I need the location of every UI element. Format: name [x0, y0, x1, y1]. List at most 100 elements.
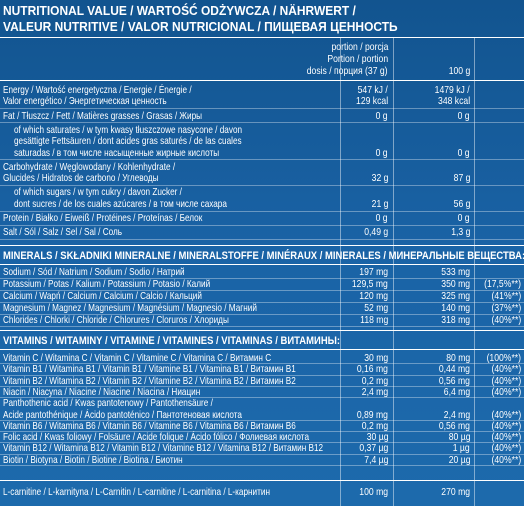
divider [0, 326, 524, 327]
row-label: of which sugars / w tym cukry / davon Zu… [14, 186, 182, 199]
value: 1 µg [453, 442, 470, 455]
value: 21 g [371, 197, 388, 210]
row-label: Acide pantothénique / Ácido pantoténico … [3, 408, 242, 421]
value: 533 mg [441, 266, 470, 278]
value: 0,56 mg [438, 419, 470, 432]
column-header: Portion / portion [327, 53, 388, 65]
divider [0, 442, 524, 444]
row-label: Valor energético / Энергетическая ценнос… [3, 95, 167, 108]
row-label: Potassium / Potas / Kalium / Potassium /… [3, 278, 211, 290]
value: 0,2 mg [361, 419, 388, 432]
row-label: Protein / Białko / Eiweiß / Protéines / … [3, 212, 203, 224]
divider [0, 264, 524, 265]
row-label: Vitamin B12 / Witamina B12 / Vitamin B12… [3, 442, 324, 455]
row-label: Sodium / Sód / Natrium / Sodium / Sodio … [3, 266, 185, 278]
divider [0, 397, 524, 399]
divider [0, 290, 524, 291]
divider [0, 224, 524, 226]
rda-value: (17,5%**) [484, 278, 521, 290]
column-separator [340, 37, 341, 506]
row-label: Panthothenic acid / Kwas pantotenowy / P… [3, 397, 213, 410]
value: 325 mg [441, 290, 470, 302]
row-label: Fat / Tłuszcz / Fett / Matières grasses … [3, 109, 203, 122]
value: 0 g [458, 146, 470, 159]
column-separator [474, 37, 475, 506]
section-title: MINERALS / SKŁADNIKI MINERALNE / MINERAL… [3, 250, 524, 262]
row-label: Glucides / Hidratos de carbono / Углевод… [3, 172, 159, 185]
value: 2,4 mg [361, 385, 388, 398]
divider [0, 37, 524, 38]
value: 52 mg [364, 302, 388, 314]
value: 7,4 µg [363, 453, 388, 466]
value: 0,16 mg [356, 363, 388, 376]
value: 318 mg [441, 314, 470, 326]
value: 0 g [376, 212, 388, 224]
divider [0, 363, 524, 365]
rda-value: (40%**) [491, 363, 521, 376]
value: 0,56 mg [438, 374, 470, 387]
column-header: dosis / порция (37 g) [307, 65, 388, 77]
value: 30 mg [364, 352, 388, 364]
divider [0, 465, 524, 466]
value: 0,49 g [364, 226, 388, 239]
divider [0, 374, 524, 376]
rda-value: (40%**) [491, 314, 521, 326]
value: 197 mg [359, 266, 388, 278]
value: 547 kJ / [357, 84, 388, 96]
row-label: Vitamin B6 / Witamina B6 / Vitamin B6 / … [3, 419, 296, 432]
title-line: VALEUR NUTRITIVE / VALOR NUTRICIONAL / П… [3, 19, 398, 34]
row-label: Vitamin B2 / Witamina B2 / Vitamin B2 / … [3, 374, 296, 387]
divider [0, 108, 524, 110]
divider [0, 122, 524, 124]
row-label: Energy / Wartość energetyczna / Energie … [3, 84, 192, 96]
divider [0, 245, 524, 246]
rda-value: (40%**) [491, 431, 521, 444]
value: 0,89 mg [356, 408, 388, 421]
row-label: Magnesium / Magnez / Magnesium / Magnési… [3, 302, 257, 314]
value: 80 mg [446, 352, 470, 364]
value: 120 mg [359, 290, 388, 302]
column-header: portion / porcja [331, 41, 388, 53]
divider [0, 330, 524, 331]
value: 0 g [376, 146, 388, 159]
value: 30 µg [366, 431, 388, 444]
divider [0, 210, 524, 212]
value: 32 g [371, 172, 388, 185]
rda-value: (37%**) [491, 302, 521, 314]
row-label: Folic acid / Kwas foliowy / Folsäure / A… [3, 431, 310, 444]
value: 348 kcal [437, 95, 470, 108]
divider [0, 80, 524, 81]
divider [0, 278, 524, 279]
divider [0, 159, 524, 161]
divider [0, 184, 524, 186]
value: 0 g [458, 109, 470, 122]
column-separator [393, 37, 394, 506]
rda-value: (40%**) [491, 453, 521, 466]
row-label: of which saturates / w tym kwasy tłuszcz… [14, 123, 243, 136]
row-label: Biotin / Biotyna / Biotin / Biotine / Bi… [3, 453, 183, 466]
column-header: 100 g [448, 65, 470, 77]
value: 20 µg [448, 453, 470, 466]
value: 87 g [453, 172, 470, 185]
row-label: Salt / Sól / Salz / Sel / Sal / Соль [3, 226, 123, 239]
row-label: Chlorides / Chlorki / Chloride / Chlorur… [3, 314, 229, 326]
rda-value: (41%**) [491, 290, 521, 302]
row-label: Vitamin B1 / Witamina B1 / Vitamin B1 / … [3, 363, 296, 376]
value: 80 µg [448, 431, 470, 444]
section-title: VITAMINS / WITAMINY / VITAMINE / VITAMIN… [3, 335, 341, 347]
value: 0 g [458, 212, 470, 224]
title-line: NUTRITIONAL VALUE / WARTOŚĆ ODŻYWCZA / N… [3, 3, 356, 18]
value: 6,4 mg [443, 385, 470, 398]
value: 0,2 mg [361, 374, 388, 387]
value: 129 kcal [355, 95, 388, 108]
row-label: Calcium / Wapń / Calcium / Calcium / Cal… [3, 290, 202, 302]
divider [0, 431, 524, 433]
divider [0, 239, 524, 241]
row-label: gesättigte Fettsäuren / dont acides gras… [14, 135, 242, 148]
row-label: Niacin / Niacyna / Niacine / Niacine / N… [3, 385, 201, 398]
value: 1,3 g [450, 226, 470, 239]
value: 0 g [376, 109, 388, 122]
divider [0, 314, 524, 315]
row-label: Carbohydrate / Węglowodany / Kohlenhydra… [3, 160, 176, 173]
